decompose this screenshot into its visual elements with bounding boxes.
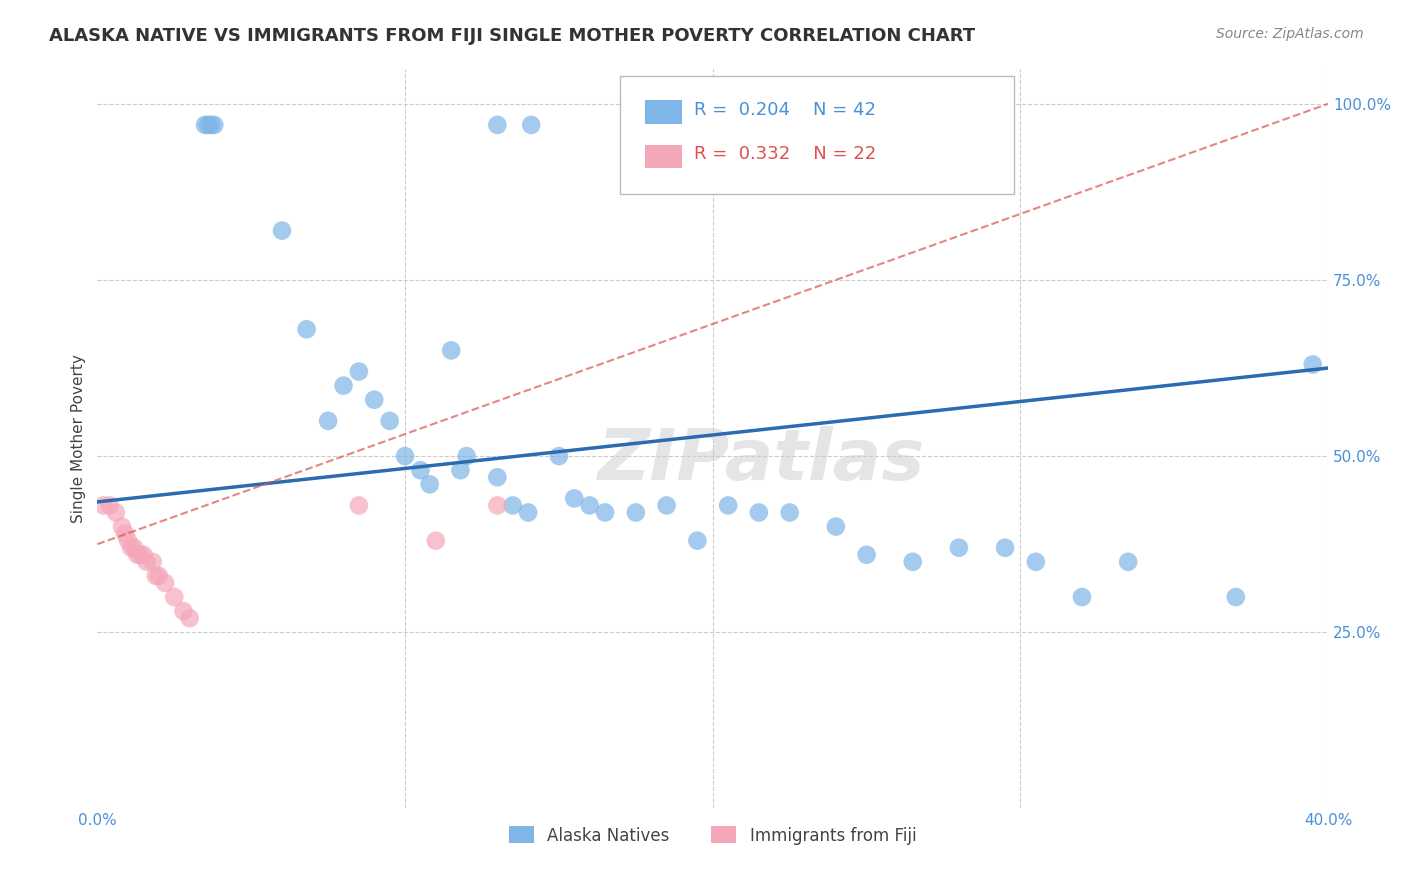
Point [271, 224, 294, 238]
Point [994, 541, 1017, 555]
Point [593, 506, 616, 520]
Point [425, 533, 447, 548]
Point [901, 555, 924, 569]
Point [148, 569, 170, 583]
Point [295, 322, 318, 336]
Point [124, 541, 146, 555]
Point [194, 118, 217, 132]
Y-axis label: Single Mother Poverty: Single Mother Poverty [72, 354, 86, 523]
Point [104, 506, 127, 520]
Point [517, 506, 540, 520]
Point [717, 499, 740, 513]
Point [153, 576, 176, 591]
Point [440, 343, 463, 358]
Point [419, 477, 441, 491]
FancyBboxPatch shape [620, 76, 1014, 194]
Point [114, 526, 136, 541]
Point [200, 118, 222, 132]
Point [578, 499, 600, 513]
Point [132, 548, 155, 562]
Point [1225, 590, 1247, 604]
Point [855, 548, 877, 562]
Point [624, 506, 647, 520]
Point [163, 590, 186, 604]
Point [449, 463, 471, 477]
Point [548, 449, 571, 463]
Point [748, 506, 770, 520]
Text: Source: ZipAtlas.com: Source: ZipAtlas.com [1216, 27, 1364, 41]
Point [202, 118, 225, 132]
Point [347, 365, 370, 379]
Point [117, 533, 139, 548]
Point [1116, 555, 1139, 569]
Text: ALASKA NATIVE VS IMMIGRANTS FROM FIJI SINGLE MOTHER POVERTY CORRELATION CHART: ALASKA NATIVE VS IMMIGRANTS FROM FIJI SI… [49, 27, 976, 45]
Point [562, 491, 585, 506]
Point [502, 499, 524, 513]
Point [486, 470, 509, 484]
Point [197, 118, 219, 132]
Point [378, 414, 401, 428]
Point [179, 611, 201, 625]
Text: R =  0.332    N = 22: R = 0.332 N = 22 [695, 145, 876, 162]
Point [655, 499, 678, 513]
Point [142, 555, 165, 569]
Point [363, 392, 385, 407]
Text: ZIPatlas: ZIPatlas [599, 426, 925, 495]
FancyBboxPatch shape [645, 100, 682, 124]
Point [111, 519, 134, 533]
Point [347, 499, 370, 513]
Point [409, 463, 432, 477]
Point [135, 555, 157, 569]
Point [948, 541, 970, 555]
Point [779, 506, 801, 520]
Point [93, 499, 115, 513]
Legend: Alaska Natives, Immigrants from Fiji: Alaska Natives, Immigrants from Fiji [509, 826, 917, 845]
Point [456, 449, 478, 463]
Point [1025, 555, 1047, 569]
Point [145, 569, 167, 583]
Point [686, 533, 709, 548]
Point [520, 118, 543, 132]
Point [486, 118, 509, 132]
Point [332, 378, 354, 392]
Point [120, 541, 142, 555]
Point [486, 499, 509, 513]
Point [173, 604, 195, 618]
Point [129, 548, 152, 562]
Point [824, 519, 846, 533]
Point [394, 449, 416, 463]
Point [127, 548, 149, 562]
Point [1071, 590, 1094, 604]
Point [316, 414, 339, 428]
Text: R =  0.204    N = 42: R = 0.204 N = 42 [695, 101, 876, 119]
Point [1302, 358, 1324, 372]
Point [98, 499, 121, 513]
FancyBboxPatch shape [645, 145, 682, 169]
